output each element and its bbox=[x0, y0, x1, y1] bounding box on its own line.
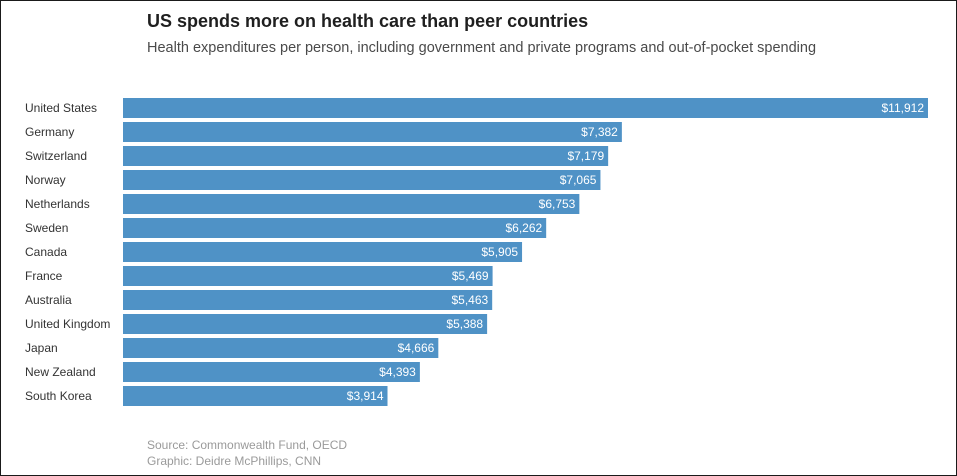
value-label: $6,753 bbox=[539, 197, 576, 211]
category-label: Australia bbox=[25, 293, 72, 307]
bar bbox=[123, 122, 622, 142]
category-label: Germany bbox=[25, 125, 74, 139]
bar bbox=[123, 266, 493, 286]
value-label: $5,463 bbox=[451, 293, 488, 307]
bar bbox=[123, 98, 928, 118]
credit-line: Graphic: Deidre McPhillips, CNN bbox=[147, 454, 322, 468]
category-label: United Kingdom bbox=[25, 317, 110, 331]
category-label: Canada bbox=[25, 245, 67, 259]
value-label: $11,912 bbox=[882, 101, 925, 115]
value-label: $7,065 bbox=[560, 173, 597, 187]
source-note: Source: Commonwealth Fund, OECD Graphic:… bbox=[147, 437, 347, 469]
value-label: $6,262 bbox=[505, 221, 542, 235]
value-label: $5,905 bbox=[481, 245, 518, 259]
category-label: Netherlands bbox=[25, 197, 90, 211]
bar bbox=[123, 194, 580, 214]
source-line: Source: Commonwealth Fund, OECD bbox=[147, 438, 348, 452]
bar bbox=[123, 146, 609, 166]
value-label: $4,393 bbox=[379, 365, 416, 379]
category-label: United States bbox=[25, 101, 97, 115]
value-label: $5,469 bbox=[452, 269, 489, 283]
value-label: $7,179 bbox=[567, 149, 604, 163]
category-label: Japan bbox=[25, 341, 58, 355]
category-label: Norway bbox=[25, 173, 66, 187]
bar bbox=[123, 314, 488, 334]
value-label: $5,388 bbox=[446, 317, 483, 331]
value-label: $4,666 bbox=[398, 341, 435, 355]
bar bbox=[123, 338, 439, 358]
bar bbox=[123, 362, 420, 382]
chart-title: US spends more on health care than peer … bbox=[147, 11, 589, 31]
bar bbox=[123, 218, 547, 238]
category-label: Switzerland bbox=[25, 149, 87, 163]
category-label: South Korea bbox=[25, 389, 92, 403]
category-label: Sweden bbox=[25, 221, 68, 235]
bar bbox=[123, 386, 388, 406]
category-label: New Zealand bbox=[25, 365, 96, 379]
value-label: $7,382 bbox=[581, 125, 618, 139]
bar bbox=[123, 290, 493, 310]
category-label: France bbox=[25, 269, 63, 283]
value-label: $3,914 bbox=[347, 389, 384, 403]
bar bbox=[123, 242, 523, 262]
chart-subtitle: Health expenditures per person, includin… bbox=[147, 40, 817, 56]
bar bbox=[123, 170, 601, 190]
